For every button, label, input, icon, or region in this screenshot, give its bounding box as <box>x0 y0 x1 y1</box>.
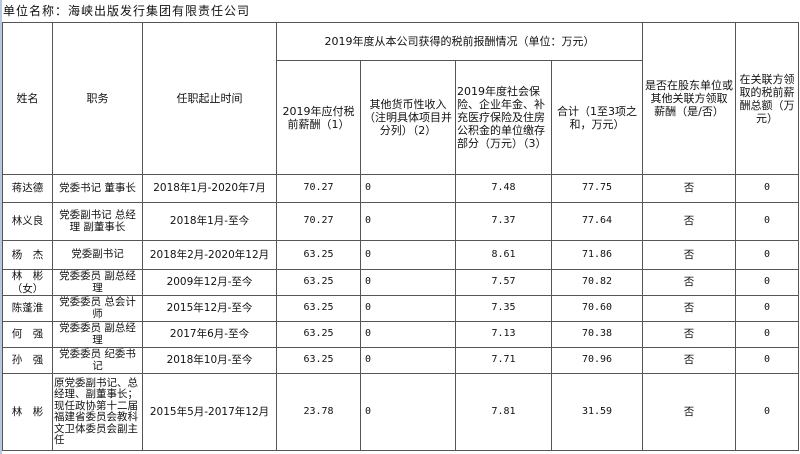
cell-related: 0 <box>735 240 799 270</box>
cell-other: 0 <box>360 321 456 348</box>
cell-term: 2015年12月-至今 <box>142 295 277 322</box>
cell-salary: 63.25 <box>276 240 361 270</box>
cell-term: 2018年2月-2020年12月 <box>142 240 277 270</box>
cell-term: 2015年5月-2017年12月 <box>142 373 277 451</box>
cell-salary: 63.25 <box>276 269 361 296</box>
unit-name-label: 单位名称：海峡出版发行集团有限责任公司 <box>3 4 251 18</box>
cell-total: 70.96 <box>551 347 643 374</box>
table-row: 孙 强党委委员 纪委书记 2018年10月-至今 63.25 0 7.71 70.96 否 0 <box>2 347 799 374</box>
cell-insurance: 7.37 <box>455 202 552 241</box>
cell-position: 党委副书记 总经理 副董事长 <box>52 202 143 241</box>
cell-shareholder: 否 <box>642 295 736 322</box>
cell-salary: 70.27 <box>276 174 361 203</box>
cell-total: 31.59 <box>551 373 643 451</box>
cell-salary: 63.25 <box>276 321 361 348</box>
cell-total: 70.38 <box>551 321 643 348</box>
cell-salary: 70.27 <box>276 202 361 241</box>
cell-related: 0 <box>735 174 799 203</box>
cell-total: 77.64 <box>551 202 643 241</box>
cell-insurance: 7.71 <box>455 347 552 374</box>
cell-name: 杨 杰 <box>2 240 53 270</box>
table-row: 陈蓬淮 党委委员 总会计师 2015年12月-至今 63.25 0 7.35 70.60 否 0 <box>2 295 799 322</box>
header-group: 2019年度从本公司获得的税前报酬情况（单位：万元） <box>276 22 643 61</box>
table-row: 杨 杰党委副书记 2018年2月-2020年12月 63.25 0 8.61 71.86 否… <box>2 240 799 270</box>
header-position: 职务 <box>52 22 143 175</box>
compensation-table: 姓名 职务 任职起止时间 2019年度从本公司获得的税前报酬情况（单位：万元） … <box>2 22 799 451</box>
cell-shareholder: 否 <box>642 373 736 451</box>
cell-shareholder: 否 <box>642 269 736 296</box>
cell-other: 0 <box>360 240 456 270</box>
cell-term: 2018年1月-至今 <box>142 202 277 241</box>
cell-other: 0 <box>360 202 456 241</box>
cell-name: 孙 强 <box>2 347 53 374</box>
table-row: 何 强党委委员 副总经理 2017年6月-至今 63.25 0 7.13 70.38 否 0 <box>2 321 799 348</box>
cell-other: 0 <box>360 373 456 451</box>
cell-shareholder: 否 <box>642 347 736 374</box>
cell-term: 2009年12月-至今 <box>142 269 277 296</box>
header-name: 姓名 <box>2 22 53 175</box>
window-edge <box>0 0 2 454</box>
table-row: 林义良 党委副书记 总经理 副董事长 2018年1月-至今 70.27 0 7.37 77.… <box>2 202 799 241</box>
cell-related: 0 <box>735 321 799 348</box>
header-shareholder: 是否在股东单位或其他关联方领取 薪酬（是/否） <box>642 22 736 175</box>
cell-other: 0 <box>360 295 456 322</box>
cell-position: 党委委员 总会计师 <box>52 295 143 322</box>
cell-name: 林 彬（女） <box>2 269 53 296</box>
header-term: 任职起止时间 <box>142 22 277 175</box>
cell-insurance: 7.48 <box>455 174 552 203</box>
header-salary: 2019年应付税前薪酬（1） <box>276 60 361 175</box>
cell-total: 71.86 <box>551 240 643 270</box>
cell-term: 2018年1月-2020年7月 <box>142 174 277 203</box>
cell-position: 党委委员 副总经理 <box>52 321 143 348</box>
cell-other: 0 <box>360 347 456 374</box>
cell-name: 林 彬 <box>2 373 53 451</box>
cell-salary: 63.25 <box>276 347 361 374</box>
cell-shareholder: 否 <box>642 202 736 241</box>
cell-name: 林义良 <box>2 202 53 241</box>
cell-insurance: 7.57 <box>455 269 552 296</box>
header-related: 在关联方领取的税前薪酬总额（万元） <box>735 22 799 175</box>
header-insurance: 2019年度社会保险、企业年金、补充医疗保险及住房公积金的单位缴存部分（万元）（… <box>455 60 552 175</box>
cell-total: 70.82 <box>551 269 643 296</box>
cell-shareholder: 否 <box>642 321 736 348</box>
table-row: 林 彬（女） 党委委员 副总经理 2009年12月-至今 63.25 0 7.57 70.8… <box>2 269 799 296</box>
cell-name: 何 强 <box>2 321 53 348</box>
cell-insurance: 7.81 <box>455 373 552 451</box>
cell-term: 2018年10月-至今 <box>142 347 277 374</box>
cell-related: 0 <box>735 373 799 451</box>
cell-total: 77.75 <box>551 174 643 203</box>
cell-insurance: 8.61 <box>455 240 552 270</box>
cell-other: 0 <box>360 174 456 203</box>
cell-salary: 23.78 <box>276 373 361 451</box>
cell-shareholder: 否 <box>642 240 736 270</box>
cell-related: 0 <box>735 295 799 322</box>
cell-name: 陈蓬淮 <box>2 295 53 322</box>
cell-insurance: 7.13 <box>455 321 552 348</box>
cell-position: 党委书记 董事长 <box>52 174 143 203</box>
cell-position: 党委委员 副总经理 <box>52 269 143 296</box>
cell-other: 0 <box>360 269 456 296</box>
cell-related: 0 <box>735 269 799 296</box>
cell-total: 70.60 <box>551 295 643 322</box>
table-row: 林 彬原党委副书记、总经理、副董事长；现任政协第十二届福建省委员会教科文卫体委员… <box>2 373 799 451</box>
cell-term: 2017年6月-至今 <box>142 321 277 348</box>
cell-related: 0 <box>735 347 799 374</box>
cell-position: 党委副书记 <box>52 240 143 270</box>
table-row: 蒋达德 党委书记 董事长 2018年1月-2020年7月 70.27 0 7.48 77.7… <box>2 174 799 203</box>
cell-position: 原党委副书记、总经理、副董事长；现任政协第十二届福建省委员会教科文卫体委员会副主… <box>52 373 143 451</box>
cell-position: 党委委员 纪委书记 <box>52 347 143 374</box>
cell-insurance: 7.35 <box>455 295 552 322</box>
cell-shareholder: 否 <box>642 174 736 203</box>
header-total: 合计（1至3项之和，万元） <box>551 60 643 175</box>
cell-name: 蒋达德 <box>2 174 53 203</box>
cell-related: 0 <box>735 202 799 241</box>
header-other: 其他货币性收入（注明具体项目并分列）（2） <box>360 60 456 175</box>
cell-salary: 63.25 <box>276 295 361 322</box>
